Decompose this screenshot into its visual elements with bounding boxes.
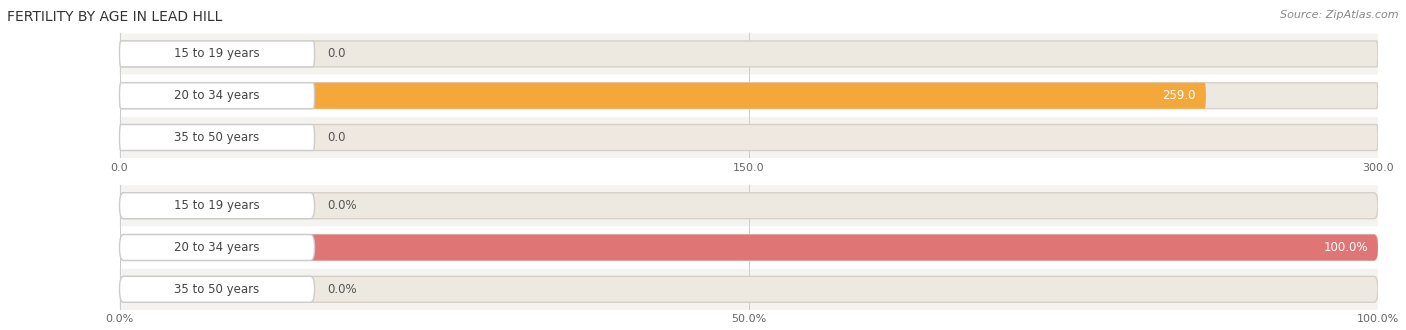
FancyBboxPatch shape	[120, 83, 315, 109]
FancyBboxPatch shape	[120, 193, 1378, 219]
Text: 259.0: 259.0	[1163, 89, 1197, 102]
Text: 20 to 34 years: 20 to 34 years	[174, 89, 260, 102]
FancyBboxPatch shape	[120, 227, 1378, 268]
FancyBboxPatch shape	[120, 41, 1378, 67]
Text: 20 to 34 years: 20 to 34 years	[174, 241, 260, 254]
Text: 0.0%: 0.0%	[328, 283, 357, 296]
FancyBboxPatch shape	[120, 33, 1378, 74]
FancyBboxPatch shape	[120, 83, 1206, 109]
FancyBboxPatch shape	[120, 83, 1378, 109]
FancyBboxPatch shape	[120, 41, 315, 67]
FancyBboxPatch shape	[120, 269, 1378, 310]
FancyBboxPatch shape	[120, 235, 315, 260]
Text: 15 to 19 years: 15 to 19 years	[174, 199, 260, 212]
FancyBboxPatch shape	[120, 235, 1378, 260]
Text: 35 to 50 years: 35 to 50 years	[174, 131, 260, 144]
FancyBboxPatch shape	[120, 117, 1378, 158]
Text: Source: ZipAtlas.com: Source: ZipAtlas.com	[1281, 10, 1399, 20]
FancyBboxPatch shape	[120, 235, 1378, 260]
FancyBboxPatch shape	[120, 75, 1378, 116]
FancyBboxPatch shape	[120, 276, 1378, 302]
Text: 0.0%: 0.0%	[328, 199, 357, 212]
Text: FERTILITY BY AGE IN LEAD HILL: FERTILITY BY AGE IN LEAD HILL	[7, 10, 222, 24]
Text: 0.0: 0.0	[328, 48, 346, 60]
Text: 15 to 19 years: 15 to 19 years	[174, 48, 260, 60]
FancyBboxPatch shape	[120, 124, 315, 150]
FancyBboxPatch shape	[120, 276, 315, 302]
FancyBboxPatch shape	[120, 193, 315, 219]
Text: 0.0: 0.0	[328, 131, 346, 144]
FancyBboxPatch shape	[120, 185, 1378, 226]
FancyBboxPatch shape	[120, 124, 1378, 150]
Text: 100.0%: 100.0%	[1323, 241, 1368, 254]
Text: 35 to 50 years: 35 to 50 years	[174, 283, 260, 296]
